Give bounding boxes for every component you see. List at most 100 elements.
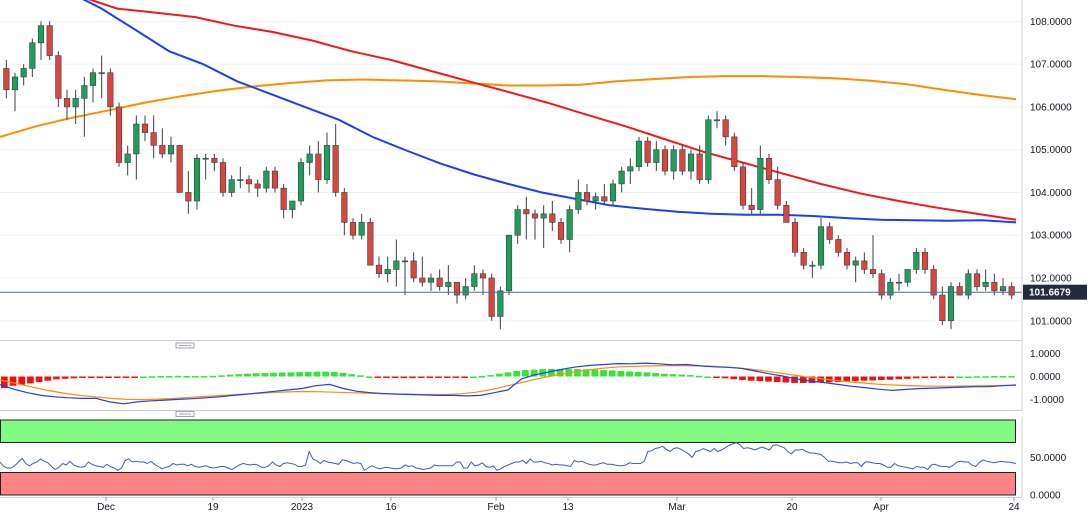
macd-bar-positive xyxy=(513,370,521,377)
macd-bar-negative xyxy=(947,376,955,378)
macd-bar-positive xyxy=(982,376,989,378)
pane-resize-handle-2[interactable] xyxy=(175,411,195,417)
pane-resize-handle-1[interactable] xyxy=(175,342,195,349)
macd-bar-negative xyxy=(443,376,451,378)
candle-down xyxy=(549,213,556,223)
candle-down xyxy=(219,162,227,193)
candle-down xyxy=(601,196,608,202)
macd-bar-positive xyxy=(174,375,182,378)
candle-up xyxy=(471,273,478,287)
macd-bar-negative xyxy=(730,376,738,380)
candle-up xyxy=(445,281,452,287)
macd-bar-negative xyxy=(782,376,790,383)
time-axis[interactable]: Dec 19 2023 16 Feb 13 Mar 20 Apr 24 xyxy=(0,497,1022,513)
candle-down xyxy=(878,273,885,296)
candle-up xyxy=(653,149,660,163)
macd-bar-negative xyxy=(886,376,894,380)
price-tick-label: 106.0000 xyxy=(1030,102,1072,113)
macd-bar-positive xyxy=(582,369,590,377)
macd-line xyxy=(0,362,1017,405)
candle-up xyxy=(566,209,573,240)
candle-down xyxy=(341,192,348,223)
macd-bar-negative xyxy=(895,376,903,380)
candle-down xyxy=(150,132,157,146)
sma-slow-line xyxy=(0,75,1017,138)
price-pane[interactable] xyxy=(0,0,1022,330)
candle-up xyxy=(98,72,105,75)
time-tick-label: 16 xyxy=(385,502,397,513)
rsi-axis: 50.0000 0.0000 xyxy=(1021,417,1067,502)
macd-bar-negative xyxy=(383,376,390,378)
candle-up xyxy=(462,286,469,296)
candle-up xyxy=(913,252,920,270)
candle-down xyxy=(956,286,963,296)
macd-bar-negative xyxy=(426,376,434,378)
macd-bar-positive xyxy=(643,372,651,377)
candle-up xyxy=(323,145,331,180)
candle-down xyxy=(1008,286,1015,296)
price-tick-label: 104.0000 xyxy=(1030,188,1072,199)
candle-up xyxy=(540,213,547,219)
candle-down xyxy=(419,277,426,283)
macd-bar-negative xyxy=(791,376,798,383)
macd-bar-positive xyxy=(634,371,642,377)
candle-down xyxy=(557,222,565,240)
candle-down xyxy=(367,222,374,266)
macd-bar-negative xyxy=(747,376,755,381)
candle-up xyxy=(895,281,903,284)
rsi-tick-label: 50.0000 xyxy=(1030,453,1067,464)
time-tick-label: 19 xyxy=(207,502,219,513)
candle-down xyxy=(141,123,149,133)
candle-up xyxy=(999,286,1007,292)
candle-up xyxy=(29,42,36,69)
candle-down xyxy=(722,119,729,138)
macd-bar-positive xyxy=(157,376,164,378)
time-tick-label: 13 xyxy=(562,502,574,513)
macd-bar-negative xyxy=(869,376,877,381)
candle-up xyxy=(514,209,521,236)
rsi-overbought-zone xyxy=(0,419,1016,443)
candle-up xyxy=(393,260,400,270)
macd-bar-positive xyxy=(556,369,564,377)
macd-bar-negative xyxy=(808,376,816,383)
macd-bar-negative xyxy=(452,376,460,378)
macd-bar-positive xyxy=(600,370,607,377)
macd-bar-negative xyxy=(435,376,442,378)
macd-bar-positive xyxy=(704,376,712,378)
candle-down xyxy=(332,145,339,193)
macd-bar-negative xyxy=(1,376,8,389)
price-tick-label: 103.0000 xyxy=(1030,231,1072,242)
candle-down xyxy=(115,106,123,163)
macd-bar-positive xyxy=(287,372,295,377)
candle-up xyxy=(81,85,88,99)
macd-bar-negative xyxy=(721,376,729,379)
macd-bar-positive xyxy=(530,369,538,377)
macd-bar-positive xyxy=(478,376,486,378)
macd-bar-negative xyxy=(904,376,911,379)
candle-up xyxy=(427,277,435,283)
macd-bar-positive xyxy=(591,369,599,377)
candle-down xyxy=(791,222,799,253)
macd-bar-negative xyxy=(739,376,746,380)
candle-down xyxy=(479,273,487,279)
macd-bar-positive xyxy=(669,374,677,377)
candle-up xyxy=(505,234,513,292)
rsi-pane[interactable] xyxy=(0,419,1017,496)
macd-bar-positive xyxy=(678,374,686,377)
candle-down xyxy=(973,273,981,287)
macd-pane[interactable] xyxy=(0,362,1017,405)
last-price-label: 101.6679 xyxy=(1029,288,1071,299)
price-tick-label: 107.0000 xyxy=(1030,60,1072,71)
candle-up xyxy=(635,140,643,168)
candle-down xyxy=(107,72,114,108)
candle-down xyxy=(185,192,192,202)
price-axis[interactable]: 108.0000 107.0000 106.0000 105.0000 104.0000… xyxy=(1021,0,1087,340)
candle-up xyxy=(228,179,235,193)
macd-bar-negative xyxy=(400,376,408,379)
macd-bar-positive xyxy=(165,376,173,378)
candlestick-series xyxy=(3,21,1015,330)
candle-down xyxy=(271,170,279,189)
candle-up xyxy=(289,200,296,210)
price-tick-label: 108.0000 xyxy=(1030,17,1072,28)
macd-axis-ticks: 1.0000 0.0000 -1.0000 xyxy=(1030,349,1064,406)
